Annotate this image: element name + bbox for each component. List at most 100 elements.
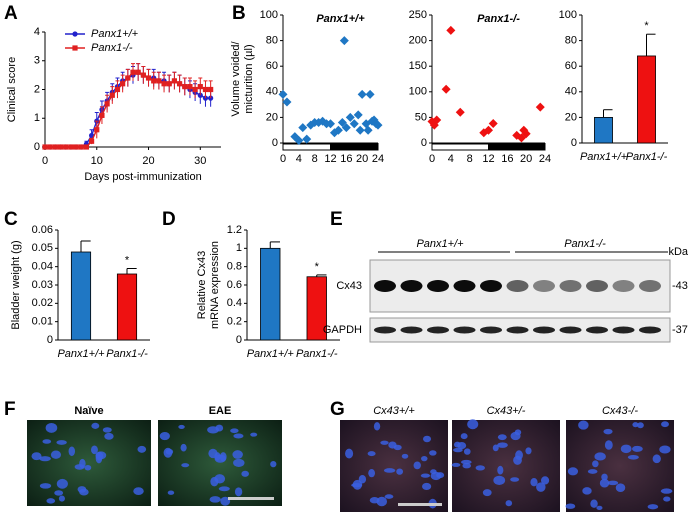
y-tick-label: 0 [236, 334, 242, 346]
blot-row-label: GAPDH [323, 324, 362, 336]
nucleus [436, 472, 445, 479]
x-tick-label: 20 [520, 153, 532, 165]
scale-bar [398, 503, 442, 506]
nucleus [663, 496, 671, 502]
x-tick-label: 16 [340, 153, 352, 165]
point [125, 75, 131, 81]
x-tick-label: 4 [296, 153, 302, 165]
micrograph-title: Cx43+/- [487, 405, 526, 417]
nucleus [429, 450, 437, 456]
y-tick-label: 0.6 [227, 279, 242, 291]
nucleus [56, 478, 68, 489]
micrograph-title: Naïve [74, 405, 103, 417]
nucleus [530, 478, 538, 487]
light-dark-period [488, 143, 546, 151]
nucleus [220, 496, 231, 506]
point [294, 135, 304, 145]
nucleus [233, 458, 245, 467]
point [73, 144, 79, 150]
x-tick-label: Panx1+/+ [57, 348, 105, 360]
blot-band [400, 326, 423, 334]
nucleus [525, 447, 532, 455]
nucleus [632, 422, 639, 428]
y-tick-label: 60 [565, 60, 577, 72]
nucleus [39, 456, 51, 462]
nucleus [652, 454, 661, 464]
nucleus [167, 490, 175, 495]
legend-marker [72, 31, 78, 37]
x-tick-label: 8 [467, 153, 473, 165]
nucleus [133, 487, 144, 496]
nucleus [590, 499, 598, 508]
point [357, 89, 367, 99]
micrograph-title: Cx43-/- [602, 405, 638, 417]
nucleus [660, 488, 673, 494]
point [345, 112, 355, 122]
point [337, 118, 347, 128]
nucleus [178, 424, 185, 429]
point [535, 102, 545, 112]
point [171, 78, 178, 84]
x-tick-label: Panx1+/+ [580, 151, 628, 163]
blot-band [533, 326, 555, 334]
nucleus [536, 482, 546, 492]
x-tick-label: 20 [356, 153, 368, 165]
blot-band [480, 326, 502, 334]
nucleus [234, 487, 243, 497]
nucleus [384, 494, 394, 499]
y-tick-label: 0 [272, 137, 278, 149]
y-tick-label: 0.04 [32, 261, 53, 273]
x-tick-label: 24 [539, 153, 551, 165]
y-tick-label: 0 [34, 141, 40, 153]
light-dark-period [431, 143, 489, 151]
y-axis-label: Volume voided/ [230, 40, 242, 116]
nucleus [475, 465, 485, 471]
nucleus [270, 460, 277, 468]
nucleus [599, 478, 610, 488]
nucleus [79, 488, 89, 496]
legend-label: Panx1-/- [91, 42, 133, 54]
y-tick-label: 0.01 [32, 316, 53, 328]
x-tick-label: Panx1-/- [106, 348, 148, 360]
nucleus [401, 453, 409, 459]
nucleus [451, 462, 461, 467]
point [47, 144, 53, 150]
point [94, 127, 100, 133]
x-tick-label: 8 [312, 153, 318, 165]
micrograph-title: Cx43+/+ [373, 405, 415, 417]
micrograph [340, 420, 448, 512]
nucleus [58, 495, 65, 502]
y-tick-label: 1.2 [227, 224, 242, 236]
nucleus [345, 448, 354, 459]
point [63, 144, 69, 150]
blot-band [533, 280, 555, 292]
point [341, 123, 351, 133]
nucleus [50, 450, 62, 459]
blot-marker: -37 [672, 324, 688, 336]
y-tick-label: 0.4 [227, 297, 242, 309]
blot-band [480, 280, 502, 292]
nucleus [462, 463, 471, 469]
nucleus [368, 469, 376, 478]
point [130, 69, 136, 75]
nucleus [367, 451, 376, 457]
nucleus [95, 453, 103, 464]
y-tick-label: 50 [415, 111, 427, 123]
nucleus [540, 476, 550, 485]
nucleus [54, 490, 64, 496]
nucleus [39, 483, 52, 489]
nucleus [56, 440, 67, 445]
point [446, 25, 456, 35]
nucleus [463, 448, 471, 455]
nucleus [209, 496, 221, 503]
y-tick-label: 80 [266, 35, 278, 47]
y-tick-label: 60 [266, 60, 278, 72]
y-tick-label: 250 [409, 9, 427, 21]
point [135, 69, 141, 75]
blot-band [586, 280, 608, 292]
nucleus [159, 431, 170, 441]
nucleus [232, 450, 243, 459]
blot-band [586, 326, 608, 334]
nucleus [492, 444, 499, 452]
